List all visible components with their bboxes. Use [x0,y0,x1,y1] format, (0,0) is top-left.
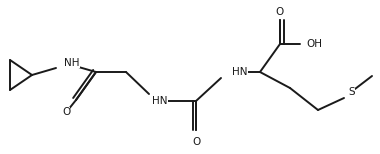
Text: HN: HN [232,67,247,77]
Text: O: O [62,107,70,117]
Text: OH: OH [306,39,322,49]
Text: S: S [348,87,355,97]
Text: HN: HN [152,96,168,106]
Text: NH: NH [64,58,79,68]
Text: O: O [276,7,284,17]
Text: O: O [192,137,200,147]
